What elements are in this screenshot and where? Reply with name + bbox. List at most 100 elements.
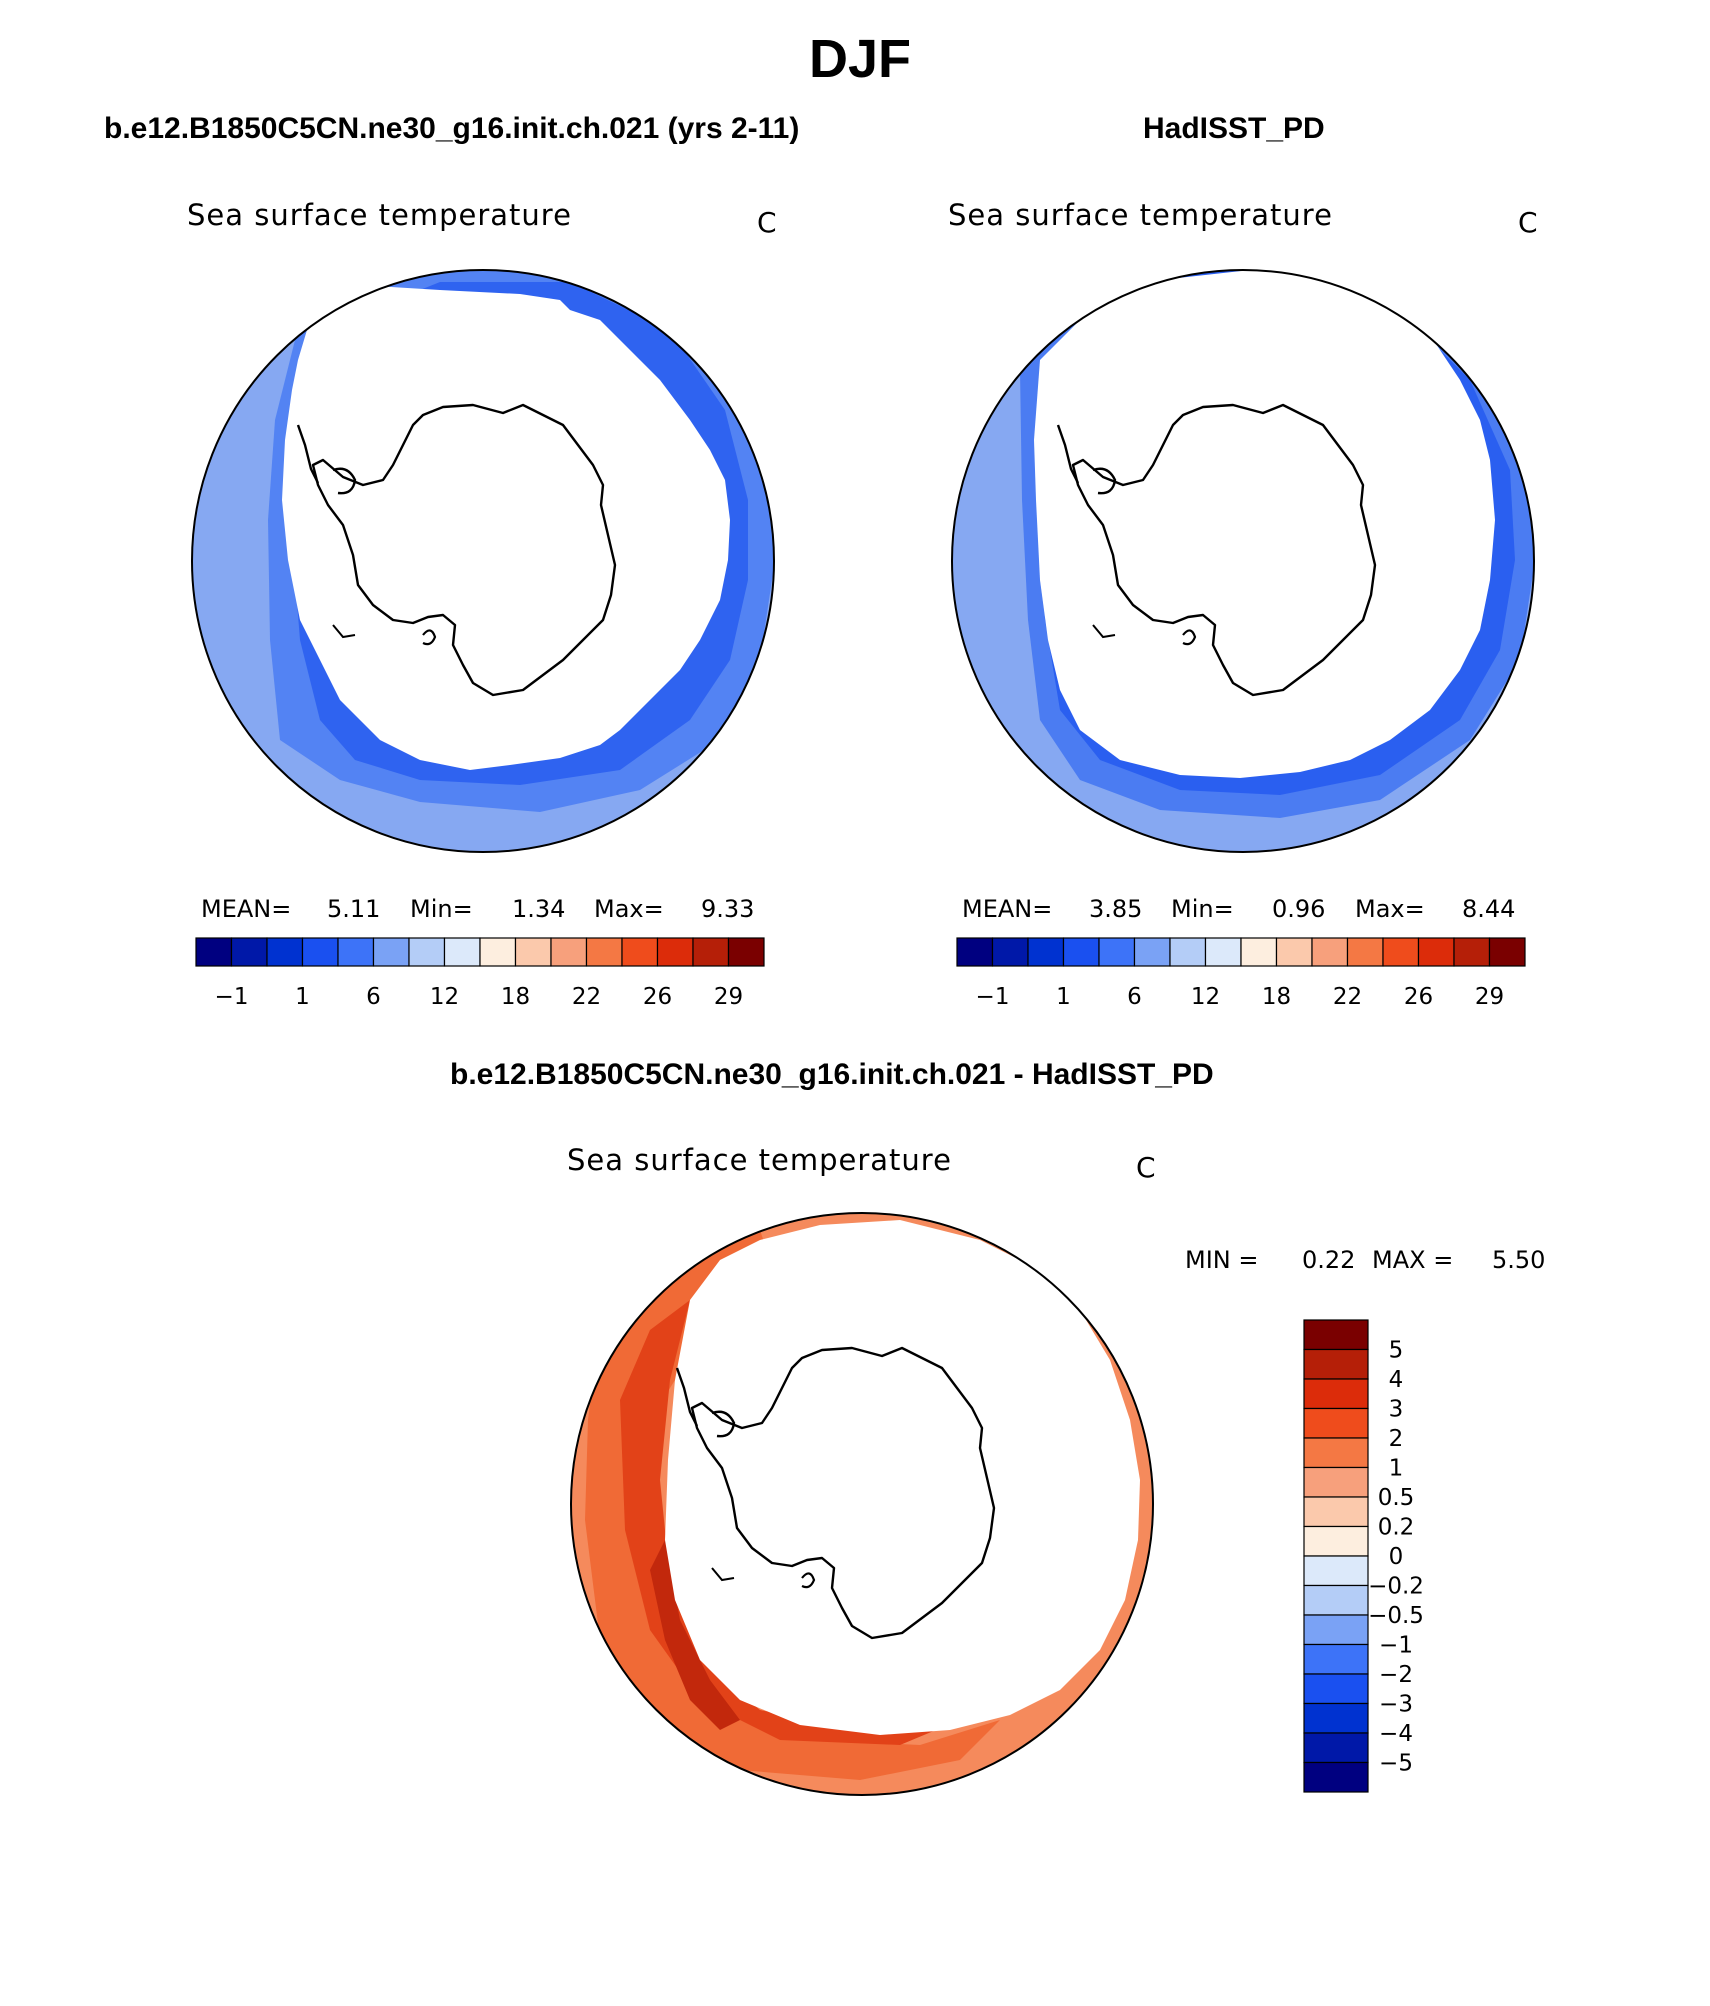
model-colorbar-swatch	[550, 937, 588, 967]
diff-colorbar-tick: −2	[1379, 1662, 1413, 1688]
diff-colorbar-swatch	[1303, 1348, 1369, 1380]
diff-colorbar-tick: 5	[1389, 1338, 1404, 1364]
obs-max-label: Max=	[1355, 895, 1425, 923]
obs-colorbar-swatch	[1027, 937, 1065, 967]
diff-map	[571, 1213, 1153, 1795]
diff-max-label: MAX =	[1372, 1246, 1454, 1274]
model-colorbar-swatch	[692, 937, 730, 967]
diff-colorbar-tick: 0.5	[1378, 1485, 1415, 1511]
diff-colorbar-swatch	[1303, 1584, 1369, 1616]
diff-colorbar-swatch	[1303, 1437, 1369, 1469]
model-units-label: C	[757, 206, 777, 239]
diff-colorbar-tick: 3	[1389, 1397, 1404, 1423]
diff-inner-ocean	[620, 1300, 960, 1745]
obs-colorbar-swatch	[1204, 937, 1242, 967]
model-colorbar-tick: 29	[714, 984, 743, 1010]
obs-colorbar-swatch	[1240, 937, 1278, 967]
figure-title: DJF	[808, 29, 911, 89]
diff-colorbar-swatch	[1303, 1319, 1369, 1351]
obs-colorbar-tick: −1	[976, 984, 1010, 1010]
obs-colorbar-swatch	[1098, 937, 1136, 967]
obs-colorbar-swatch	[1169, 937, 1207, 967]
obs-colorbar-swatch	[1382, 937, 1420, 967]
diff-variable-label: Sea surface temperature	[567, 1143, 952, 1177]
obs-map-frame	[951, 269, 1535, 853]
obs-colorbar-swatch	[1311, 937, 1349, 967]
obs-colorbar-swatch	[1488, 937, 1526, 967]
diff-min-value: 0.22	[1302, 1246, 1356, 1274]
model-variable-label: Sea surface temperature	[187, 198, 572, 232]
model-colorbar-swatch	[372, 937, 410, 967]
diff-colorbar-swatch	[1303, 1702, 1369, 1734]
obs-colorbar-tick: 26	[1404, 984, 1433, 1010]
diff-colorbar-swatch	[1303, 1555, 1369, 1587]
diff-colorbar-tick: 0	[1389, 1544, 1404, 1570]
model-colorbar-swatch	[337, 937, 375, 967]
diff-colorbar-tick: −0.2	[1368, 1574, 1424, 1600]
model-colorbar-swatch	[443, 937, 481, 967]
diff-colorbar-swatch	[1303, 1525, 1369, 1557]
diff-colorbar-tick: 0.2	[1378, 1515, 1415, 1541]
obs-panel-title: HadISST_PD	[1143, 112, 1325, 145]
diff-min-label: MIN =	[1185, 1246, 1259, 1274]
model-colorbar-swatch	[514, 937, 552, 967]
diff-colorbar-swatch	[1303, 1496, 1369, 1528]
obs-units-label: C	[1518, 206, 1538, 239]
diff-colorbar-tick: 2	[1389, 1426, 1404, 1452]
obs-colorbar-swatch	[956, 937, 994, 967]
model-colorbar-swatch	[621, 937, 659, 967]
diff-colorbar-tick: 1	[1389, 1456, 1404, 1482]
obs-colorbar: −1 1 6 12 18 22 26 29	[956, 937, 1526, 1010]
diff-max-value: 5.50	[1492, 1246, 1546, 1274]
model-colorbar-swatch	[585, 937, 623, 967]
diff-colorbar: 5 4 3 2 1 0.5 0.2 0 −0.2 −0.5 −1 −2 −3 −4 −5	[1303, 1319, 1424, 1793]
diff-colorbar-swatch	[1303, 1407, 1369, 1439]
model-colorbar-swatch	[727, 937, 765, 967]
diff-units-label: C	[1136, 1151, 1156, 1184]
obs-mean-value: 3.85	[1089, 895, 1143, 923]
obs-colorbar-tick: 18	[1262, 984, 1291, 1010]
diff-colorbar-swatch	[1303, 1466, 1369, 1498]
obs-colorbar-swatch	[1275, 937, 1313, 967]
obs-colorbar-tick: 1	[1056, 984, 1071, 1010]
obs-colorbar-swatch	[1417, 937, 1455, 967]
obs-min-label: Min=	[1171, 895, 1234, 923]
model-panel-title: b.e12.B1850C5CN.ne30_g16.init.ch.021 (yr…	[104, 112, 800, 145]
model-colorbar-swatch	[479, 937, 517, 967]
diff-colorbar-tick: 4	[1389, 1367, 1404, 1393]
diff-colorbar-swatch	[1303, 1378, 1369, 1410]
model-colorbar-swatch	[408, 937, 446, 967]
model-colorbar-tick: 1	[295, 984, 310, 1010]
obs-map	[952, 270, 1534, 852]
model-colorbar-tick: 22	[572, 984, 601, 1010]
diff-colorbar-tick: −1	[1379, 1633, 1413, 1659]
model-colorbar-swatch	[195, 937, 233, 967]
diff-colorbar-tick: −3	[1379, 1692, 1413, 1718]
obs-colorbar-swatch	[1453, 937, 1491, 967]
model-colorbar-tick: 12	[430, 984, 459, 1010]
diff-panel-title: b.e12.B1850C5CN.ne30_g16.init.ch.021 - H…	[450, 1058, 1214, 1091]
diff-colorbar-swatch	[1303, 1614, 1369, 1646]
diff-colorbar-swatch	[1303, 1673, 1369, 1705]
obs-colorbar-swatch	[1133, 937, 1171, 967]
diff-colorbar-tick: −5	[1379, 1751, 1413, 1777]
model-map	[192, 270, 774, 852]
obs-colorbar-tick: 29	[1475, 984, 1504, 1010]
obs-variable-label: Sea surface temperature	[948, 198, 1333, 232]
model-min-label: Min=	[410, 895, 473, 923]
model-colorbar-swatch	[266, 937, 304, 967]
diff-mid-ocean	[585, 1230, 1040, 1780]
model-colorbar-swatch	[230, 937, 268, 967]
diff-colorbar-tick: −4	[1379, 1721, 1413, 1747]
diff-colorbar-swatch	[1303, 1643, 1369, 1675]
obs-min-value: 0.96	[1272, 895, 1326, 923]
model-mean-value: 5.11	[327, 895, 381, 923]
obs-colorbar-tick: 22	[1333, 984, 1362, 1010]
model-max-label: Max=	[594, 895, 664, 923]
model-min-value: 1.34	[512, 895, 566, 923]
obs-max-value: 8.44	[1462, 895, 1516, 923]
obs-colorbar-tick: 12	[1191, 984, 1220, 1010]
model-mean-label: MEAN=	[201, 895, 292, 923]
model-colorbar-tick: −1	[215, 984, 249, 1010]
